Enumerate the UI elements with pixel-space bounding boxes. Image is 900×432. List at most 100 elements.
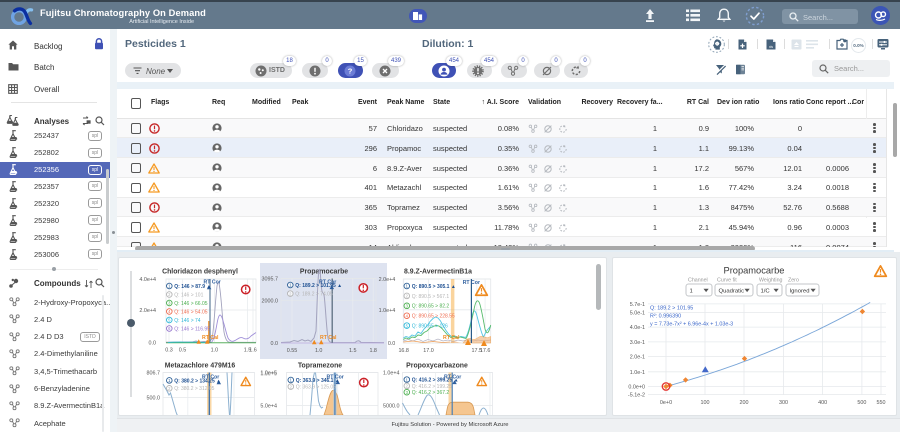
svg-text:Q: 890.65 > 228.55: Q: 890.65 > 228.55: [412, 314, 455, 320]
svg-text:RT Cal: RT Cal: [320, 335, 337, 341]
svg-text:1: 1: [690, 288, 693, 294]
svg-text:Q: 363.9 > 346.1 ▲: Q: 363.9 > 346.1 ▲: [296, 378, 340, 384]
svg-text:500: 500: [857, 400, 866, 406]
svg-text:500.0: 500.0: [147, 396, 161, 402]
svg-text:2.0e+4: 2.0e+4: [139, 308, 156, 314]
svg-text:Propoxycarbazone: Propoxycarbazone: [406, 363, 468, 370]
svg-text:300: 300: [779, 400, 788, 406]
svg-text:RT Cor: RT Cor: [204, 280, 221, 286]
svg-text:8.9.Z-AvermectinB1a: 8.9.Z-AvermectinB1a: [404, 269, 472, 276]
svg-text:5.7e-1: 5.7e-1: [630, 302, 645, 308]
svg-text:17.0: 17.0: [423, 348, 434, 354]
svg-text:R²: 0.996390: R²: 0.996390: [650, 314, 681, 320]
svg-text:Weighting: Weighting: [759, 278, 783, 284]
svg-text:Q: 890.5 > 305.1 ▲: Q: 890.5 > 305.1 ▲: [412, 284, 456, 290]
svg-text:1.0: 1.0: [211, 348, 219, 354]
svg-text:y = 7.73e-7x² + 6.96e-4x + 1.0: y = 7.73e-7x² + 6.96e-4x + 1.03e-3: [650, 322, 733, 328]
svg-text:2: 2: [289, 291, 292, 296]
svg-text:RT Cal: RT Cal: [202, 335, 219, 341]
svg-text:Q: 146 > 66.05: Q: 146 > 66.05: [174, 301, 207, 307]
svg-text:1: 1: [290, 378, 293, 383]
svg-text:1: 1: [168, 284, 171, 289]
svg-text:Topramezone: Topramezone: [298, 363, 342, 370]
svg-text:5000.0: 5000.0: [383, 404, 400, 410]
svg-text:Q: 890.5 > 567.1: Q: 890.5 > 567.1: [412, 294, 450, 300]
svg-text:5.0e+4: 5.0e+4: [260, 404, 277, 410]
svg-text:1.6: 1.6: [249, 348, 257, 354]
svg-text:RT Cal: RT Cal: [443, 335, 460, 341]
svg-text:0.0: 0.0: [388, 341, 396, 347]
svg-text:Q: 416.2 > 367.2: Q: 416.2 > 367.2: [412, 390, 450, 396]
svg-text:2.0e-1: 2.0e-1: [630, 355, 645, 361]
svg-text:xls: xls: [769, 45, 773, 49]
svg-text:2.0e+4: 2.0e+4: [379, 277, 396, 283]
svg-text:RT Cor: RT Cor: [444, 374, 461, 380]
svg-text:Curve fit: Curve fit: [717, 278, 737, 284]
svg-text:1: 1: [289, 283, 292, 288]
svg-text:4: 4: [406, 313, 409, 318]
svg-text:Q: 146 > 54.05: Q: 146 > 54.05: [174, 309, 207, 315]
svg-text:RT Cor: RT Cor: [463, 280, 480, 286]
svg-text:Q: 416.2 > 399.25 ▲: Q: 416.2 > 399.25 ▲: [412, 378, 459, 384]
svg-text:Q: 146 > 87.9 ▲: Q: 146 > 87.9 ▲: [174, 284, 211, 290]
svg-text:0e+0: 0e+0: [660, 400, 672, 406]
svg-text:4.0e-1: 4.0e-1: [630, 325, 645, 331]
svg-text:Q: 890.65 > 82.2: Q: 890.65 > 82.2: [412, 304, 450, 310]
svg-text:6: 6: [168, 326, 171, 331]
svg-text:Q: 189.2 > 101.95 ▲: Q: 189.2 > 101.95 ▲: [295, 283, 342, 289]
svg-text:2: 2: [406, 294, 409, 299]
svg-text:1.0e+4: 1.0e+4: [379, 308, 396, 314]
svg-text:1: 1: [168, 378, 171, 383]
svg-text:3095.7: 3095.7: [262, 277, 279, 283]
svg-text:400: 400: [818, 400, 827, 406]
svg-text:RT Cor: RT Cor: [202, 375, 219, 381]
svg-text:1.8: 1.8: [369, 348, 377, 354]
svg-text:3: 3: [406, 304, 409, 309]
svg-text:Ignored: Ignored: [790, 288, 810, 294]
svg-text:2: 2: [290, 384, 293, 389]
svg-text:5: 5: [406, 323, 409, 328]
svg-text:2: 2: [168, 386, 171, 391]
svg-text:1.8e+5: 1.8e+5: [260, 372, 277, 378]
svg-text:5.0e-1: 5.0e-1: [630, 310, 645, 316]
svg-text:Propamocarbe: Propamocarbe: [724, 266, 785, 276]
svg-text:0.0: 0.0: [149, 341, 157, 347]
svg-text:Q: 380.2 > 312.05: Q: 380.2 > 312.05: [174, 386, 214, 392]
svg-text:Q: 380.2 > 134.25 ▲: Q: 380.2 > 134.25 ▲: [174, 378, 221, 384]
svg-text:1.0e+4: 1.0e+4: [383, 371, 400, 377]
svg-text:Q: 189.2 > 74.05: Q: 189.2 > 74.05: [295, 292, 333, 298]
svg-text:Q: 146 > 101: Q: 146 > 101: [174, 292, 203, 298]
svg-text:1.5: 1.5: [349, 348, 357, 354]
svg-text:0.3: 0.3: [165, 348, 173, 354]
svg-text:RT Cor: RT Cor: [319, 279, 336, 285]
svg-text:3: 3: [168, 301, 171, 306]
svg-text:2: 2: [168, 292, 171, 297]
svg-text:Q: 146 > 74: Q: 146 > 74: [174, 318, 200, 324]
svg-text:Quadratic: Quadratic: [719, 288, 745, 294]
svg-text:200: 200: [740, 400, 749, 406]
svg-text:2: 2: [406, 384, 409, 389]
svg-text:Propamocarbe: Propamocarbe: [300, 269, 348, 276]
svg-text:?: ?: [348, 66, 353, 75]
svg-text:0.5: 0.5: [179, 348, 187, 354]
svg-text:17.5: 17.5: [472, 348, 483, 354]
svg-text:17.6: 17.6: [480, 348, 491, 354]
svg-text:4: 4: [168, 309, 171, 314]
svg-text:1.0e+5: 1.0e+5: [260, 371, 277, 377]
svg-text:16.8: 16.8: [398, 348, 409, 354]
svg-text:5: 5: [168, 318, 171, 323]
svg-text:-5.1e-2: -5.1e-2: [628, 393, 645, 399]
svg-text:1.5: 1.5: [244, 348, 252, 354]
svg-text:0.0e+0: 0.0e+0: [628, 385, 645, 391]
svg-text:4.0e+4: 4.0e+4: [139, 277, 156, 283]
svg-text:1.0: 1.0: [315, 348, 323, 354]
svg-text:Q: 146 > 116.95: Q: 146 > 116.95: [174, 326, 210, 332]
svg-text:0.0: 0.0: [271, 341, 279, 347]
svg-text:Q: 416.2 > 199.25: Q: 416.2 > 199.25: [412, 384, 452, 390]
svg-text:Q: 363.9 > 125.05: Q: 363.9 > 125.05: [296, 385, 336, 391]
svg-text:Channel: Channel: [688, 278, 708, 284]
svg-text:RT Cor: RT Cor: [327, 374, 344, 380]
svg-text:Metazachlore 479M16: Metazachlore 479M16: [165, 363, 236, 370]
svg-text:Q: 890.65 > 126: Q: 890.65 > 126: [412, 324, 448, 330]
svg-text:Q: 189.2 > 101.95: Q: 189.2 > 101.95: [650, 306, 693, 312]
